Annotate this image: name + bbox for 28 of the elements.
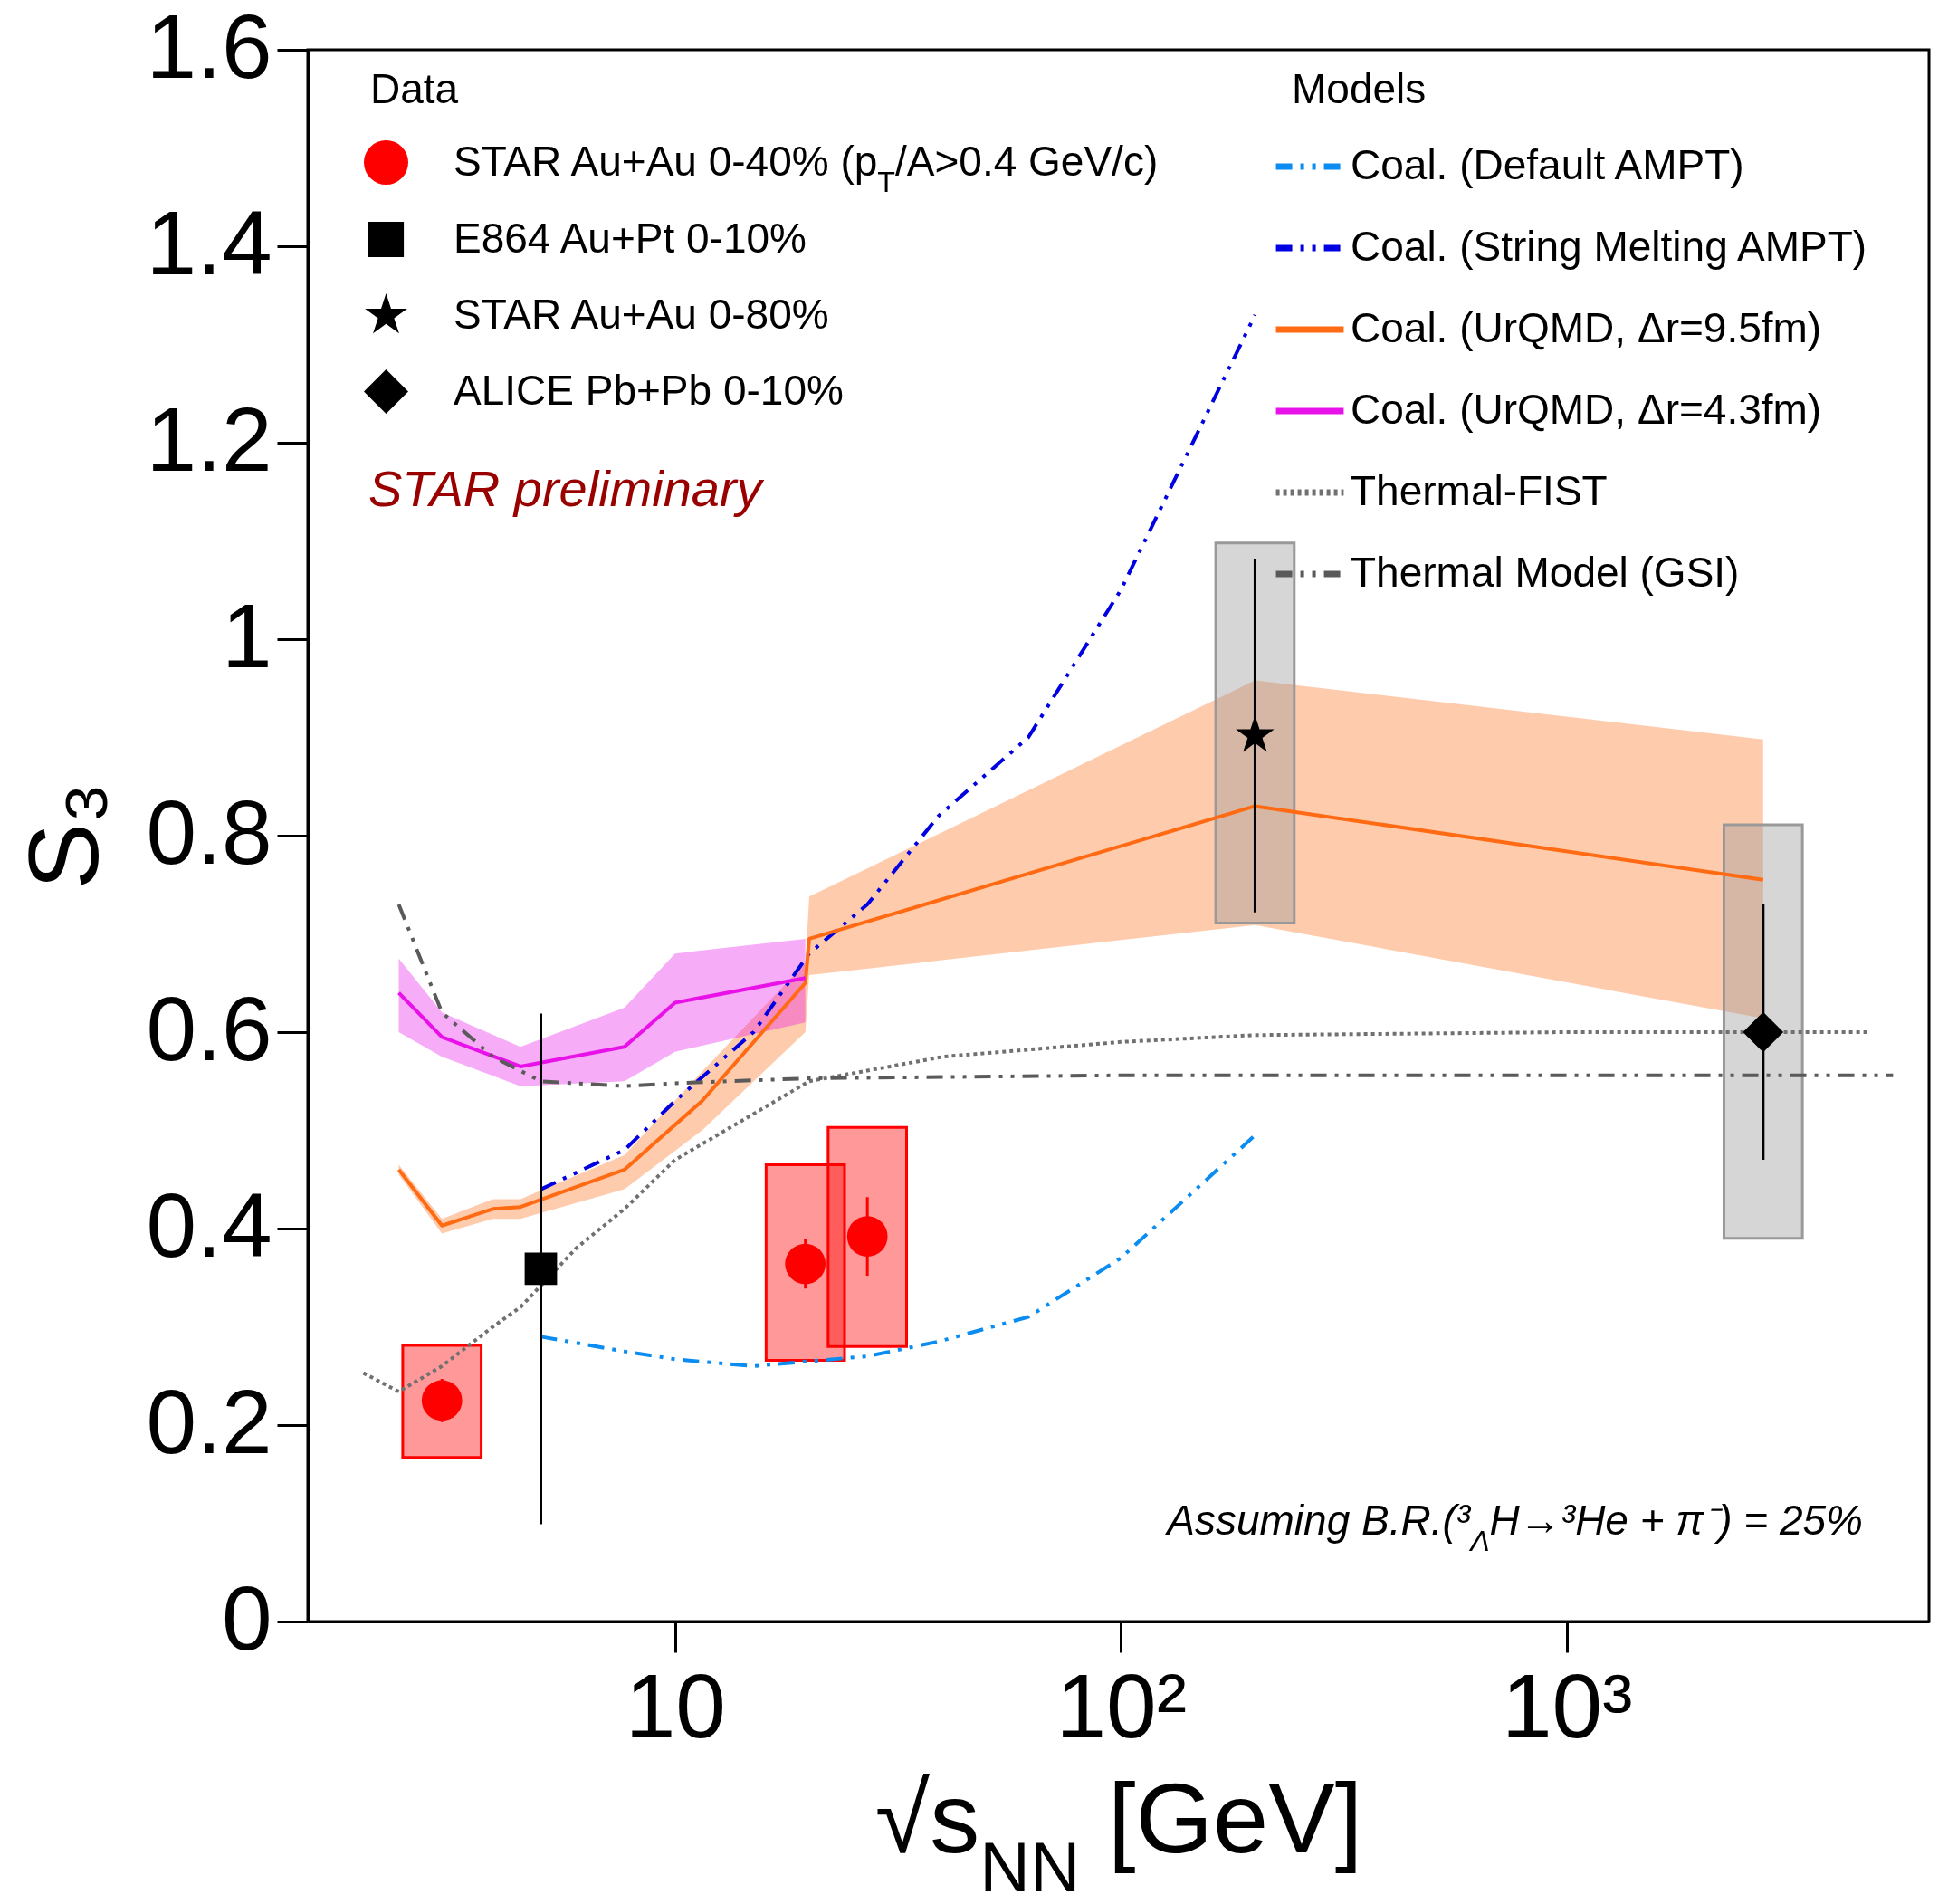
legend-label: STAR Au+Au 0-80%	[454, 290, 829, 338]
legend-label: Thermal-FIST	[1351, 467, 1608, 514]
x-tick-label: 10³	[1501, 1654, 1633, 1756]
y-tick-label: 0.4	[146, 1173, 272, 1276]
legend-label: Thermal Model (GSI)	[1351, 549, 1740, 596]
x-tick-label: 10²	[1055, 1654, 1187, 1756]
annotation: Models	[1292, 65, 1427, 112]
legend-label: Coal. (UrQMD, Δr=9.5fm)	[1351, 304, 1822, 351]
y-tick-label: 1.4	[146, 191, 272, 293]
annotation: Data	[370, 65, 459, 112]
legend-label: Coal. (String Melting AMPT)	[1351, 223, 1867, 270]
legend-label: Coal. (UrQMD, Δr=4.3fm)	[1351, 386, 1822, 433]
annotation: Assuming B.R.(³$_{Λ}$H→³He + π⁻) = 25%	[1164, 1497, 1863, 1557]
legend-label: E864 Au+Pt 0-10%	[454, 214, 807, 262]
y-tick-label: 0	[221, 1566, 272, 1669]
y-tick-label: 0.8	[146, 780, 272, 883]
y-axis-title: S₃	[7, 782, 119, 890]
legend-label: Coal. (Default AMPT)	[1351, 141, 1744, 188]
y-tick-label: 0.2	[146, 1370, 272, 1472]
x-tick-label: 10	[625, 1654, 726, 1756]
annotation: STAR preliminary	[368, 460, 765, 517]
y-tick-label: 1.2	[146, 387, 272, 490]
y-tick-label: 1.6	[146, 0, 272, 97]
legend-label: ALICE Pb+Pb 0-10%	[454, 366, 844, 414]
x-axis-title: √s$_{NN}$ [GeV]	[874, 1761, 1363, 1904]
y-tick-label: 0.6	[146, 977, 272, 1079]
legend-label: STAR Au+Au 0-40% (p$_{T}$/A>0.4 GeV/c)	[454, 137, 1159, 198]
y-tick-label: 1	[221, 584, 272, 686]
